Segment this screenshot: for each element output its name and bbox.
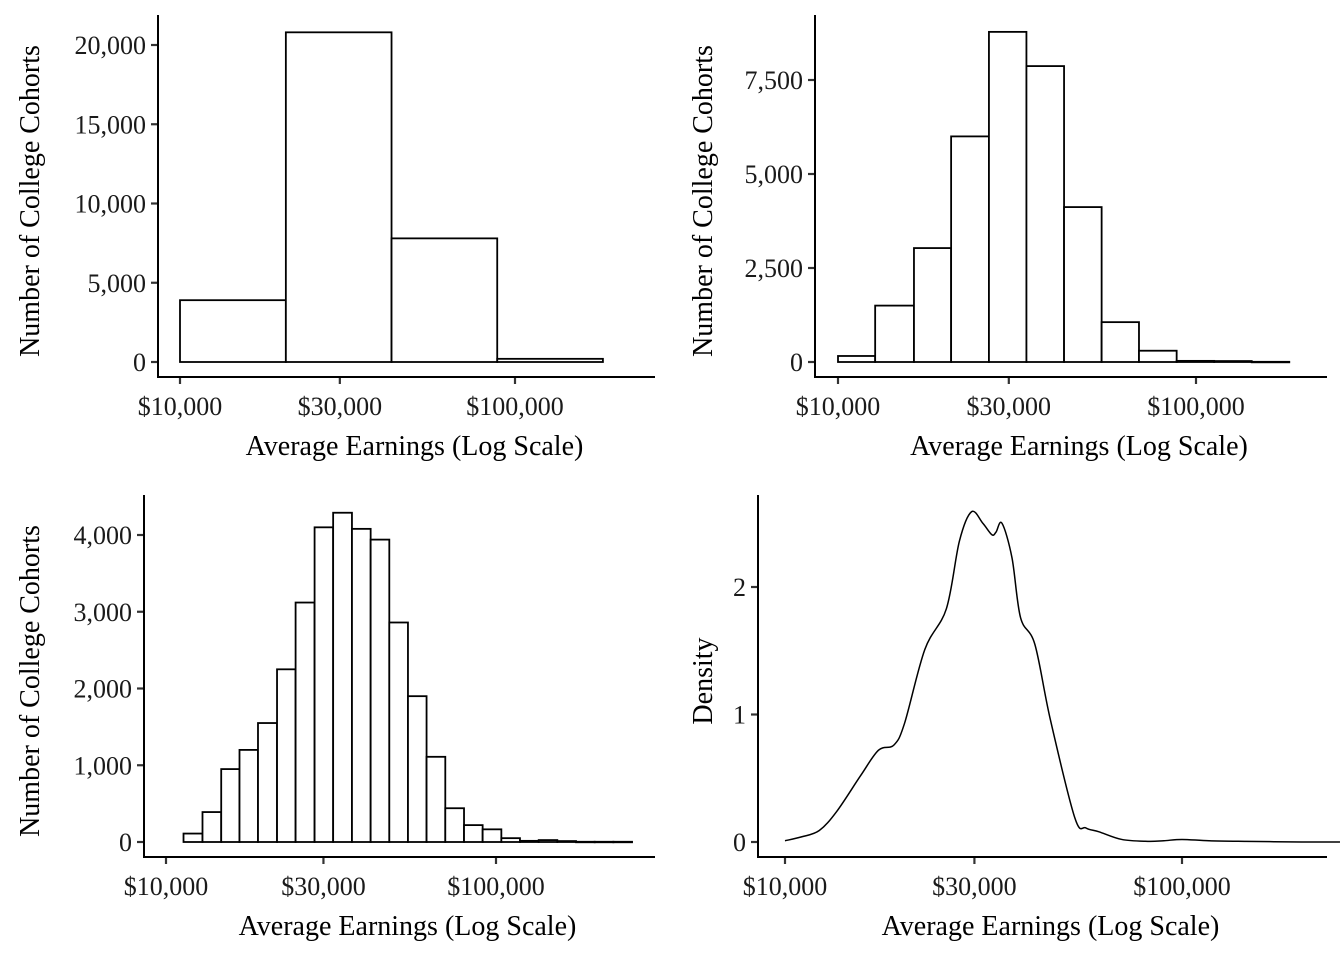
x-axis-title: Average Earnings (Log Scale) [239,911,577,942]
histogram-bar [313,526,335,843]
histogram-bar [593,840,615,844]
panel-bottom-left: 0 1,000 2,000 3,000 4,000 $10,000 $30,000 $100… [15,495,655,942]
y-tick-label: 10,000 [75,190,147,219]
histogram-bar [238,749,259,843]
histogram-bar [537,839,559,843]
y-tick-label: 1 [733,701,746,730]
x-axis-title: Average Earnings (Log Scale) [246,431,584,462]
histogram-bar [1063,206,1103,363]
panel-bottom-right: 0 1 2 $10,000 $30,000 $100,000 Average Earni… [688,495,1340,942]
histogram-bar [463,824,484,843]
y-tick-label: 2,500 [745,254,804,283]
y-axis-title: Number of College Cohorts [15,45,46,357]
y-tick-label: 7,500 [745,66,804,95]
x-tick-label: $100,000 [1133,872,1231,901]
y-tick-label: 4,000 [74,521,133,550]
y-axis-title: Density [688,637,719,724]
x-tick-label: $30,000 [932,872,1017,901]
histogram-bar [294,601,316,843]
y-axis-ticks: 0 1 2 [733,573,758,857]
histogram-bar [182,832,204,843]
x-axis-title: Average Earnings (Log Scale) [882,911,1220,942]
y-axis-ticks: 0 1,000 2,000 3,000 4,000 [74,521,144,857]
histogram-bar [1175,359,1216,363]
histogram-bar [556,840,577,843]
y-tick-label: 3,000 [74,598,133,627]
histogram-bar [950,135,990,363]
histogram-bar [1138,349,1178,363]
histogram-bar [276,668,297,843]
histogram-bar [390,237,499,363]
y-axis-ticks: 0 2,500 5,000 7,500 [745,66,815,377]
y-axis-title: Number of College Cohorts [15,525,46,837]
y-tick-label: 2 [733,573,746,602]
histogram-bar [481,828,503,843]
x-tick-label: $100,000 [1147,392,1245,421]
histogram-bar [444,807,465,843]
y-tick-label: 1,000 [74,751,133,780]
histogram-bar [388,621,409,843]
histogram-bar [220,768,241,843]
histogram-bar [496,357,604,363]
histogram-bars [182,511,633,844]
density-curve-group [784,510,1340,843]
y-tick-label: 5,000 [88,269,147,298]
x-axis-ticks: $10,000 $30,000 $100,000 [743,857,1231,901]
histogram-bar [874,304,915,363]
x-tick-label: $30,000 [298,392,383,421]
y-tick-label: 0 [733,828,746,857]
histogram-bar [179,299,287,363]
x-axis-title: Average Earnings (Log Scale) [910,431,1248,462]
histogram-bar [612,840,633,844]
histogram-bar [407,695,428,843]
x-axis-ticks: $10,000 $30,000 $100,000 [796,377,1245,421]
x-tick-label: $10,000 [743,872,828,901]
density-curve [784,510,1340,843]
x-tick-label: $30,000 [281,872,366,901]
histogram-bars [837,30,1291,364]
histogram-bar [575,840,596,844]
histogram-bar [1025,65,1065,363]
x-tick-label: $100,000 [466,392,564,421]
histogram-bar [988,30,1028,363]
histogram-bar [1213,360,1253,363]
y-tick-label: 5,000 [745,160,804,189]
histogram-bars [179,31,604,363]
x-tick-label: $10,000 [796,392,881,421]
y-tick-label: 2,000 [74,675,133,704]
x-axis-ticks: $10,000 $30,000 $100,000 [138,377,564,421]
histogram-bar [913,247,953,363]
y-tick-label: 0 [119,828,132,857]
x-tick-label: $30,000 [967,392,1052,421]
y-axis-ticks: 0 5,000 10,000 15,000 20,000 [75,31,158,377]
y-tick-label: 0 [133,348,146,377]
y-tick-label: 0 [790,348,803,377]
y-tick-label: 15,000 [75,110,147,139]
histogram-bar [257,722,278,843]
histogram-bar [201,811,223,843]
y-tick-label: 20,000 [75,31,147,60]
x-tick-label: $10,000 [138,392,223,421]
x-tick-label: $100,000 [447,872,545,901]
histogram-bar [369,538,391,843]
histogram-bar [425,755,447,843]
x-tick-label: $10,000 [124,872,209,901]
histogram-bar [500,837,521,843]
histogram-bar [837,355,877,363]
x-axis-ticks: $10,000 $30,000 $100,000 [124,857,545,901]
histogram-bar [332,511,353,843]
histogram-bar [1100,321,1140,363]
histogram-bar [519,839,540,843]
y-axis-title: Number of College Cohorts [688,45,719,357]
histogram-bar [284,31,393,363]
histogram-bar [351,527,372,843]
histogram-bar [1250,360,1291,364]
